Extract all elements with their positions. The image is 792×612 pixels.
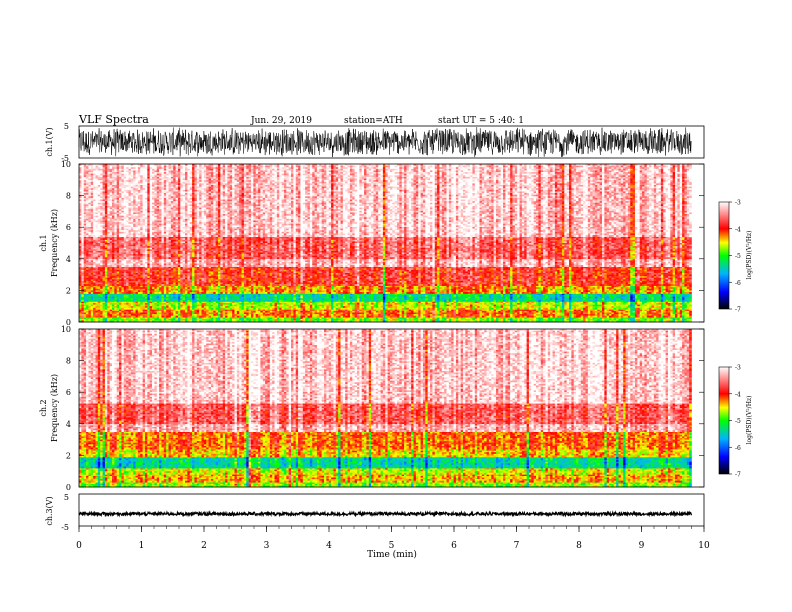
ch1-ylabel: ch.1(V)	[45, 127, 54, 156]
vlf-spectra-figure: VLF Spectra Jun. 29, 2019 station=ATH st…	[0, 0, 792, 612]
figure-title: VLF Spectra	[78, 113, 149, 126]
start-time-label: start UT = 5 :40: 1	[438, 116, 524, 126]
ch1-waveform-line	[79, 127, 692, 157]
ch1-ytick-top: 5	[64, 122, 69, 131]
date-label: Jun. 29, 2019	[250, 116, 312, 126]
ch1-spectrogram-image	[79, 164, 692, 322]
station-label: station=ATH	[344, 116, 403, 126]
ch1-waveform-trace	[79, 127, 692, 157]
ch1-waveform-panel: 5 -5 ch.1(V)	[45, 122, 704, 163]
